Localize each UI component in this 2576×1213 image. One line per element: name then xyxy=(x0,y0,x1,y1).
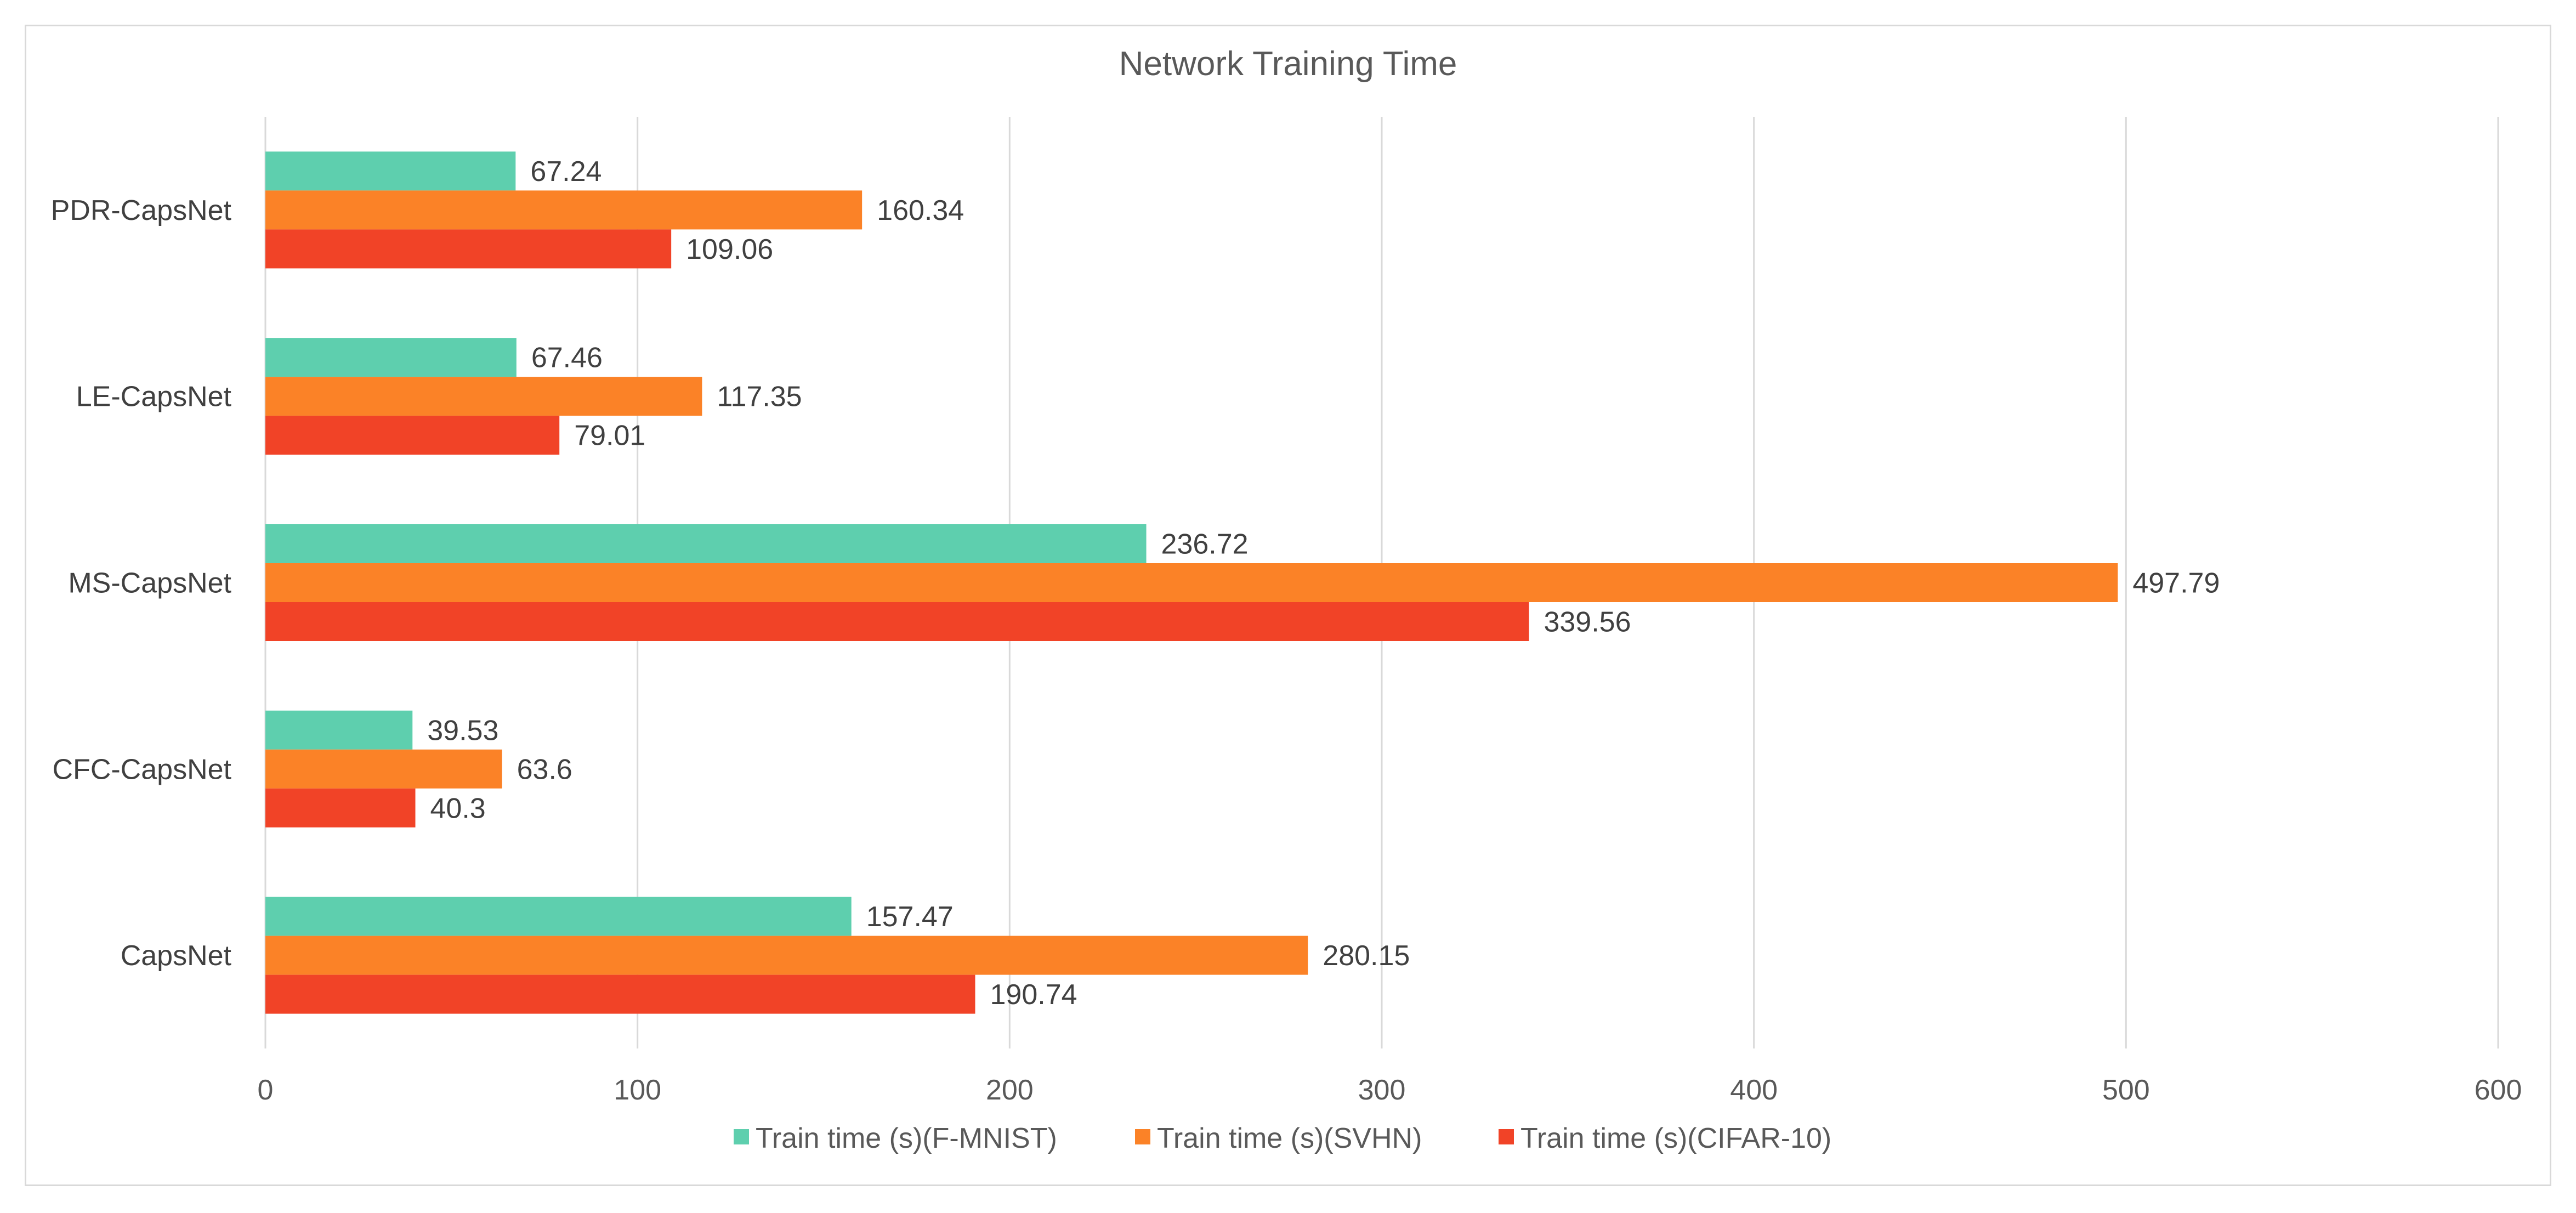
bar-capsnet-s2 xyxy=(265,974,975,1014)
legend-swatch-0 xyxy=(734,1129,749,1144)
data-label-ms-capsnet-s2: 339.56 xyxy=(1544,607,1631,638)
data-label-pdr-capsnet-s2: 109.06 xyxy=(686,234,773,265)
data-label-le-capsnet-s2: 79.01 xyxy=(574,420,645,452)
x-axis-ticks: 0 100 200 300 400 500 600 xyxy=(258,1074,2522,1106)
data-label-capsnet-s0: 157.47 xyxy=(866,901,954,933)
bars xyxy=(265,151,2118,1014)
data-label-le-capsnet-s0: 67.46 xyxy=(531,342,603,374)
bar-le-capsnet-s0 xyxy=(265,338,517,377)
category-label-le-capsnet: LE-CapsNet xyxy=(76,381,232,413)
bar-ms-capsnet-s0 xyxy=(265,524,1147,563)
data-label-cfc-capsnet-s2: 40.3 xyxy=(430,792,486,824)
data-label-capsnet-s1: 280.15 xyxy=(1323,940,1410,972)
category-labels: PDR-CapsNet LE-CapsNet MS-CapsNet CFC-CapsN… xyxy=(51,195,232,972)
x-tick-label-600: 600 xyxy=(2475,1074,2522,1106)
data-label-le-capsnet-s1: 117.35 xyxy=(717,381,802,413)
x-tick-label-400: 400 xyxy=(1730,1074,1778,1106)
legend-label-2: Train time (s)(CIFAR-10) xyxy=(1520,1123,1831,1154)
data-labels: 67.24 160.34 109.06 67.46 117.35 79.01 236.72 4… xyxy=(427,156,2220,1011)
category-label-ms-capsnet: MS-CapsNet xyxy=(68,568,231,599)
legend-label-1: Train time (s)(SVHN) xyxy=(1157,1123,1422,1154)
legend-label-0: Train time (s)(F-MNIST) xyxy=(756,1123,1057,1154)
data-label-pdr-capsnet-s0: 67.24 xyxy=(530,156,602,188)
bar-pdr-capsnet-s0 xyxy=(265,151,516,191)
x-tick-label-0: 0 xyxy=(258,1074,274,1106)
bar-le-capsnet-s1 xyxy=(265,377,702,416)
category-label-cfc-capsnet: CFC-CapsNet xyxy=(53,753,232,785)
data-label-ms-capsnet-s1: 497.79 xyxy=(2132,568,2220,599)
bar-cfc-capsnet-s1 xyxy=(265,749,502,789)
data-label-ms-capsnet-s0: 236.72 xyxy=(1161,529,1249,560)
x-tick-label-200: 200 xyxy=(986,1074,1034,1106)
chart-title: Network Training Time xyxy=(1119,45,1457,83)
legend-swatch-1 xyxy=(1135,1129,1150,1144)
bar-capsnet-s0 xyxy=(265,897,852,936)
data-label-capsnet-s2: 190.74 xyxy=(990,979,1077,1011)
bar-cfc-capsnet-s0 xyxy=(265,710,413,750)
data-label-pdr-capsnet-s1: 160.34 xyxy=(877,195,964,226)
x-tick-label-100: 100 xyxy=(614,1074,661,1106)
bar-capsnet-s1 xyxy=(265,936,1308,975)
bar-ms-capsnet-s2 xyxy=(265,602,1529,641)
legend-swatch-2 xyxy=(1499,1129,1514,1144)
legend: Train time (s)(F-MNIST) Train time (s)(SV… xyxy=(734,1123,1831,1154)
bar-pdr-capsnet-s1 xyxy=(265,190,863,230)
bar-le-capsnet-s2 xyxy=(265,416,560,455)
data-label-cfc-capsnet-s1: 63.6 xyxy=(517,753,572,785)
x-tick-label-500: 500 xyxy=(2102,1074,2150,1106)
category-label-capsnet: CapsNet xyxy=(121,940,232,972)
bar-ms-capsnet-s1 xyxy=(265,563,2118,602)
bar-pdr-capsnet-s2 xyxy=(265,229,672,269)
category-label-pdr-capsnet: PDR-CapsNet xyxy=(51,195,232,226)
data-label-cfc-capsnet-s0: 39.53 xyxy=(427,715,498,746)
bar-cfc-capsnet-s2 xyxy=(265,788,416,827)
x-tick-label-300: 300 xyxy=(1358,1074,1406,1106)
